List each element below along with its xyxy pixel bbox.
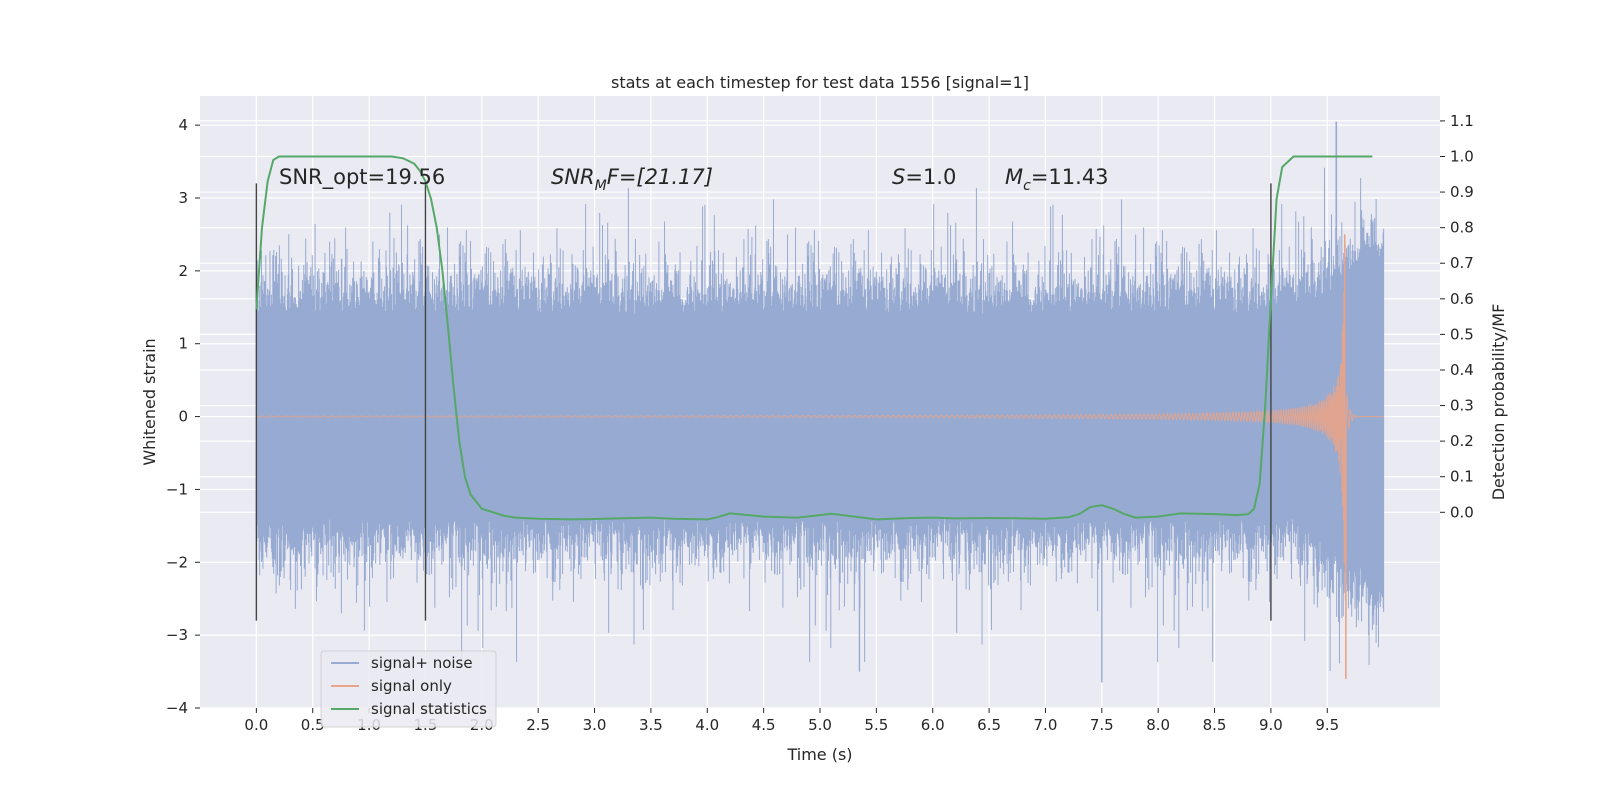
legend-label-signal-statistics: signal statistics [371, 700, 487, 718]
x-tick-label: 9.0 [1259, 716, 1283, 734]
annotation-snr-mf: SNRMF=[21.17] [551, 165, 713, 194]
y-tick-label: −1 [166, 480, 188, 498]
y-tick-label: 3 [178, 189, 188, 207]
legend-label-signal-noise: signal+ noise [371, 654, 473, 672]
y-tick-label: −3 [166, 626, 188, 644]
legend-frame [320, 650, 497, 728]
y2-tick-label: 0.7 [1450, 254, 1474, 272]
x-axis-label: Time (s) [786, 745, 852, 764]
x-tick-label: 0.0 [244, 716, 268, 734]
mc-subscript: c [1023, 178, 1031, 194]
y2-tick-label: 0.8 [1450, 219, 1474, 237]
x-tick-label: 8.0 [1146, 716, 1170, 734]
mc-symbol: M [1005, 165, 1023, 189]
y2-tick-label: 0.5 [1450, 325, 1474, 343]
y2-tick-label: 0.6 [1450, 290, 1474, 308]
x-tick-label: 7.0 [1034, 716, 1058, 734]
x-tick-label: 5.0 [808, 716, 832, 734]
annotation-snr-opt: SNR_opt=19.56 [279, 165, 445, 190]
signal-only-line [256, 279, 1384, 602]
y2-tick-label: 0.3 [1450, 397, 1474, 415]
signal-only-series [256, 234, 1384, 679]
y-tick-label: 1 [178, 335, 188, 353]
x-tick-label: 4.0 [695, 716, 719, 734]
x-tick-label: 9.5 [1315, 716, 1339, 734]
signal-statistics-line [255, 155, 1373, 521]
x-tick-label: 6.5 [977, 716, 1001, 734]
y2-axis-label: Detection probability/MF [1489, 304, 1508, 501]
legend-label-signal-only: signal only [371, 677, 452, 695]
x-tick-label: 8.5 [1203, 716, 1227, 734]
y-tick-label: 4 [178, 116, 188, 134]
s-rest: =1.0 [905, 165, 956, 189]
snr-mf-subscript: M [595, 178, 607, 194]
y2-tick-label: 0.2 [1450, 432, 1474, 450]
x-tick-label: 5.5 [864, 716, 888, 734]
annotations: SNR_opt=19.56 SNRMF=[21.17] S=1.0 Mc=11.… [279, 165, 1109, 194]
vertical-markers [255, 183, 1272, 621]
y2-tick-label: 0.0 [1450, 503, 1474, 521]
y-axis-label: Whitened strain [140, 338, 159, 465]
y-tick-label: −4 [166, 699, 188, 717]
y2-tick-label: 0.1 [1450, 468, 1474, 486]
x-tick-label: 3.0 [583, 716, 607, 734]
x-tick-label: 6.0 [921, 716, 945, 734]
x-tick-label: 0.5 [301, 716, 325, 734]
legend: signal+ noise signal only signal statist… [320, 650, 497, 728]
snr-mf-symbol: SNR [551, 165, 595, 189]
y2-tick-label: 0.4 [1450, 361, 1474, 379]
chart-title: stats at each timestep for test data 155… [611, 73, 1029, 92]
x-tick-label: 7.5 [1090, 716, 1114, 734]
y-tick-label: −2 [166, 553, 188, 571]
axes: 0.00.51.01.52.02.53.03.54.04.55.05.56.06… [166, 112, 1474, 734]
y2-tick-label: 1.1 [1450, 112, 1474, 130]
x-tick-label: 4.5 [752, 716, 776, 734]
signal-statistics-series [255, 155, 1373, 521]
snr-mf-rest: F=[21.17] [607, 165, 713, 189]
x-tick-label: 2.5 [526, 716, 550, 734]
y-tick-label: 0 [178, 408, 188, 426]
y2-tick-label: 1.0 [1450, 147, 1474, 165]
x-tick-label: 3.5 [639, 716, 663, 734]
annotation-mc: Mc=11.43 [1005, 165, 1109, 194]
mc-rest: =11.43 [1031, 165, 1109, 189]
y2-tick-label: 0.9 [1450, 183, 1474, 201]
y-tick-label: 2 [178, 262, 188, 280]
annotation-s: S=1.0 [892, 165, 956, 189]
s-symbol: S [892, 165, 905, 189]
